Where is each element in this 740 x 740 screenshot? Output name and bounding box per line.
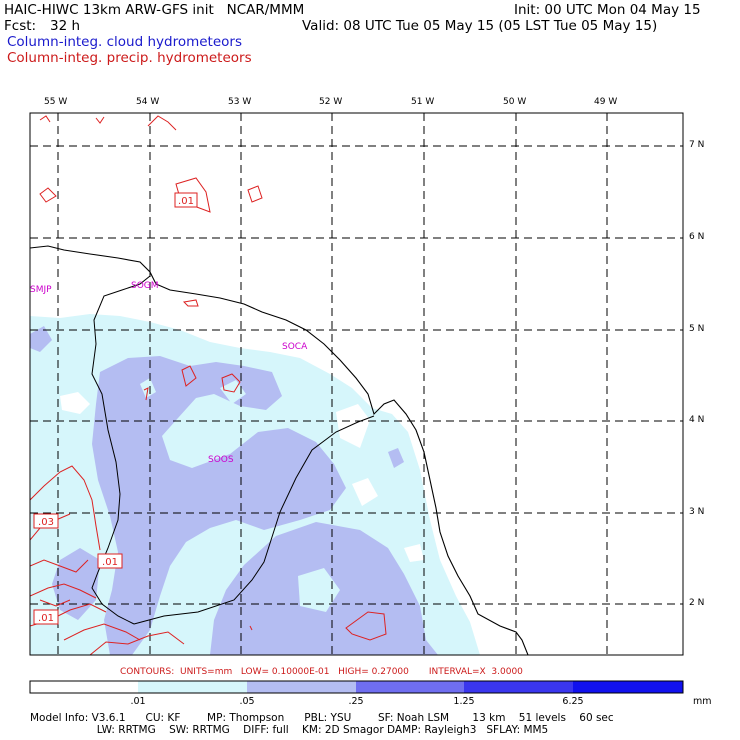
model-info-line1: Model Info: V3.6.1 CU: KF MP: Thompson P… xyxy=(30,712,614,724)
coastline xyxy=(30,245,529,655)
contour-label: .01 xyxy=(102,557,118,568)
colorbar xyxy=(29,680,684,694)
lat-lon-grid xyxy=(30,113,683,655)
colorbar-swatch xyxy=(30,681,138,693)
lat-label: 6 N xyxy=(689,232,705,242)
precip-contours xyxy=(30,115,387,655)
cloud-shade-medium xyxy=(388,448,404,468)
lat-label: 5 N xyxy=(689,324,705,334)
lat-label: 7 N xyxy=(689,140,705,150)
colorbar-label: 1.25 xyxy=(453,696,475,707)
colorbar-swatch xyxy=(573,681,683,693)
country-border xyxy=(91,262,151,625)
cloud-shade-medium xyxy=(30,326,52,352)
cloud-light-patch xyxy=(298,568,340,612)
lon-label: 53 W xyxy=(228,97,252,107)
map-frame xyxy=(29,112,684,656)
init-time: Init: 00 UTC Mon 04 May 15 xyxy=(514,2,701,18)
station-label: SOOS xyxy=(208,455,234,465)
colorbar-label: .05 xyxy=(239,696,255,707)
contour-label: .01 xyxy=(178,196,194,207)
forecast-hour: 32 h xyxy=(50,18,81,34)
contour-label: .01 xyxy=(38,613,54,624)
colorbar-swatch xyxy=(464,681,573,693)
model-info-line2: LW: RRTMG SW: RRTMG DIFF: full KM: 2D Sm… xyxy=(30,724,549,736)
lat-label: 2 N xyxy=(689,598,705,608)
lat-label: 3 N xyxy=(689,507,705,517)
cloud-shade-medium xyxy=(52,548,100,620)
country-border xyxy=(133,415,375,625)
cloud-clear-patch xyxy=(336,404,370,448)
valid-time: Valid: 08 UTC Tue 05 May 15 (05 LST Tue … xyxy=(302,18,658,34)
colorbar-unit: mm xyxy=(693,696,712,707)
lon-label: 54 W xyxy=(136,97,160,107)
station-label: SOCA xyxy=(282,342,308,352)
lon-label: 52 W xyxy=(319,97,343,107)
colorbar-label: .01 xyxy=(130,696,146,707)
station-label: SMJP xyxy=(30,285,52,295)
colorbar-label: .25 xyxy=(348,696,364,707)
station-label: SOGM xyxy=(131,281,159,291)
forecast-label: Fcst: xyxy=(4,18,37,34)
colorbar-swatch xyxy=(356,681,464,693)
field-cloud-label: Column-integ. cloud hydrometeors xyxy=(7,34,243,50)
cloud-clear-patch xyxy=(352,478,378,506)
lon-label: 55 W xyxy=(44,97,68,107)
lat-label: 4 N xyxy=(689,415,705,425)
contours-info: CONTOURS: UNITS=mm LOW= 0.10000E-01 HIGH… xyxy=(120,667,523,677)
colorbar-swatch xyxy=(138,681,247,693)
model-title: HAIC-HIWC 13km ARW-GFS init NCAR/MMM xyxy=(4,2,305,18)
lon-label: 49 W xyxy=(594,97,618,107)
cloud-clear-patch xyxy=(60,392,90,414)
cloud-clear-patch xyxy=(404,544,424,562)
colorbar-label: 6.25 xyxy=(562,696,584,707)
lon-label: 50 W xyxy=(503,97,527,107)
contour-value-labels: .01 .03 .01 .01 xyxy=(33,192,198,625)
lon-label: 51 W xyxy=(411,97,435,107)
contour-label: .03 xyxy=(38,517,54,528)
cloud-shade-medium xyxy=(92,356,346,655)
field-precip-label: Column-integ. precip. hydrometeors xyxy=(7,50,252,66)
colorbar-swatch xyxy=(247,681,356,693)
